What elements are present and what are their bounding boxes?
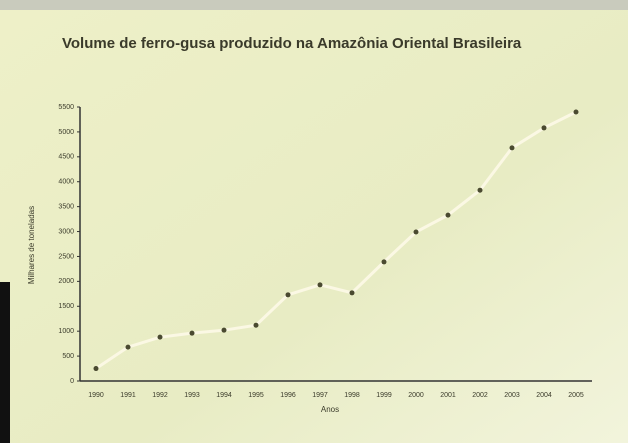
x-tick-label: 2005 <box>568 392 584 399</box>
data-point <box>125 344 131 350</box>
series-line <box>95 110 577 370</box>
data-point <box>381 259 387 265</box>
y-tick-label: 3500 <box>58 203 74 210</box>
data-point <box>285 292 291 298</box>
y-axis-title: Milhares de toneladas <box>27 206 36 284</box>
x-tick-label: 1994 <box>216 392 232 399</box>
data-point <box>93 366 99 372</box>
x-tick-label: 2000 <box>408 392 424 399</box>
x-tick-label: 1992 <box>152 392 168 399</box>
data-point <box>317 282 323 288</box>
y-tick-label: 2500 <box>58 253 74 260</box>
x-tick-label: 2003 <box>504 392 520 399</box>
y-tick-label: 1500 <box>58 303 74 310</box>
chart-title: Volume de ferro-gusa produzido na Amazôn… <box>62 35 522 52</box>
data-point <box>221 327 227 333</box>
x-tick-label: 1995 <box>248 392 264 399</box>
y-tick-label: 4500 <box>58 154 74 161</box>
y-tick-label: 5500 <box>58 104 74 111</box>
data-point <box>509 145 515 151</box>
data-point <box>349 290 355 296</box>
x-tick-label: 1993 <box>184 392 200 399</box>
x-tick-label: 1999 <box>376 392 392 399</box>
x-tick-label: 1990 <box>88 392 104 399</box>
y-tick-label: 2000 <box>58 278 74 285</box>
x-tick-label: 1997 <box>312 392 328 399</box>
data-point <box>541 125 547 131</box>
x-tick-label: 2002 <box>472 392 488 399</box>
x-tick-label: 1996 <box>280 392 296 399</box>
x-tick-label: 1998 <box>344 392 360 399</box>
y-tick-label: 5000 <box>58 129 74 136</box>
y-tick-label: 500 <box>62 353 74 360</box>
y-tick-label: 3000 <box>58 228 74 235</box>
x-tick-label: 1991 <box>120 392 136 399</box>
x-axis-title: Anos <box>321 405 339 414</box>
top-band <box>0 0 628 10</box>
y-tick-label: 0 <box>70 378 74 385</box>
x-tick-label: 2004 <box>536 392 552 399</box>
data-point <box>157 334 163 340</box>
y-tick-label: 4000 <box>58 179 74 186</box>
y-tick-label: 1000 <box>58 328 74 335</box>
data-point <box>445 212 451 218</box>
data-point <box>573 109 579 115</box>
data-point <box>477 187 483 193</box>
data-point <box>413 229 419 235</box>
data-point <box>253 322 259 328</box>
left-edge <box>0 282 10 443</box>
data-point <box>189 330 195 336</box>
x-tick-label: 2001 <box>440 392 456 399</box>
